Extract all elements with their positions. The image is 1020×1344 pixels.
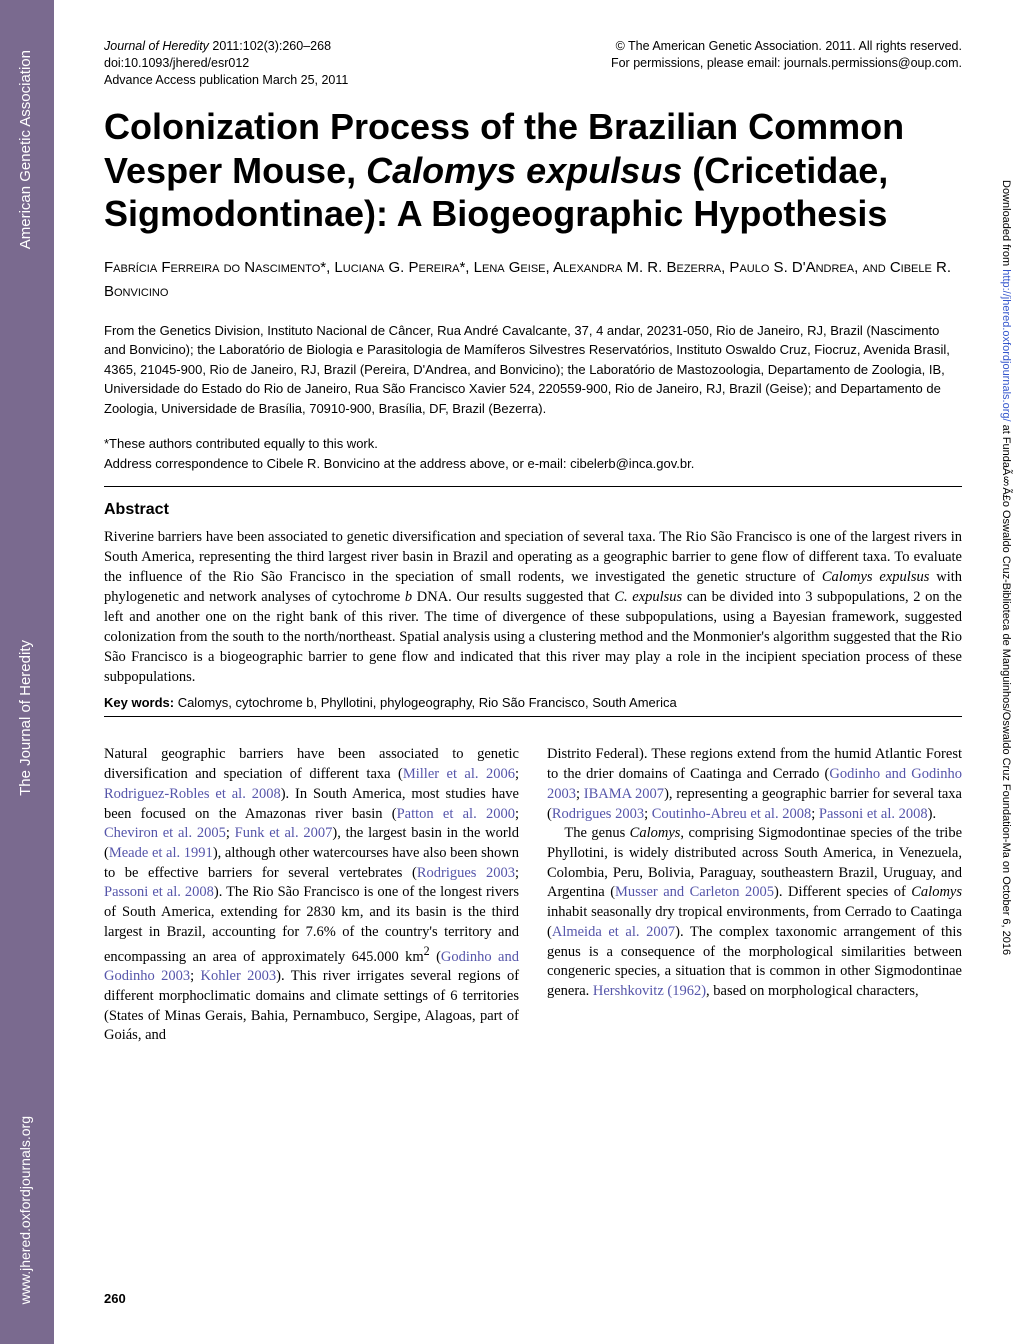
abstract-seg-italic: C. expulsus	[614, 589, 682, 605]
body-text: ;	[515, 766, 519, 782]
citation-link[interactable]: Rodrigues 2003	[417, 865, 515, 881]
title-species: Calomys expulsus	[366, 150, 682, 191]
sidebar-association: American Genetic Association	[17, 50, 34, 249]
body-text-italic: Calomys	[911, 884, 962, 900]
advance-access: Advance Access publication March 25, 201…	[104, 73, 348, 87]
body-text: ;	[576, 786, 584, 802]
citation-link[interactable]: Almeida et al. 2007	[552, 924, 675, 940]
body-text: (	[430, 948, 441, 964]
citation-link[interactable]: Cheviron et al. 2005	[104, 825, 226, 841]
correspondence: Address correspondence to Cibele R. Bonv…	[104, 456, 694, 471]
body-text: ;	[226, 825, 235, 841]
keywords-text: Calomys, cytochrome b, Phyllotini, phylo…	[174, 695, 677, 710]
doi: doi:10.1093/jhered/esr012	[104, 56, 249, 70]
citation-link[interactable]: Funk et al. 2007	[235, 825, 333, 841]
body-columns: Natural geographic barriers have been as…	[104, 745, 962, 1046]
sidebar-journal-name: The Journal of Heredity	[17, 640, 34, 796]
download-text1: Downloaded from	[1000, 180, 1012, 269]
header-left: Journal of Heredity 2011:102(3):260–268 …	[104, 38, 348, 89]
abstract-seg-italic: b	[405, 589, 412, 605]
body-paragraph: Distrito Federal). These regions extend …	[547, 745, 962, 824]
body-text: ;	[515, 806, 519, 822]
journal-issue: 2011:102(3):260–268	[209, 39, 331, 53]
citation-link[interactable]: Passoni et al. 2008	[104, 884, 214, 900]
citation-link[interactable]: Hershkovitz (1962)	[593, 983, 706, 999]
header-right: © The American Genetic Association. 2011…	[611, 38, 962, 89]
citation-link[interactable]: Miller et al. 2006	[403, 766, 515, 782]
page-header: Journal of Heredity 2011:102(3):260–268 …	[104, 38, 962, 89]
article-title: Colonization Process of the Brazilian Co…	[104, 105, 962, 237]
citation-link[interactable]: IBAMA 2007	[584, 786, 664, 802]
divider-bottom	[104, 716, 962, 717]
body-column-right: Distrito Federal). These regions extend …	[547, 745, 962, 1046]
citation-link[interactable]: Coutinho-Abreu et al. 2008	[652, 806, 811, 822]
body-text: ). Different species of	[774, 884, 911, 900]
copyright: © The American Genetic Association. 2011…	[616, 39, 962, 53]
sidebar-url: www.jhered.oxfordjournals.org	[17, 1116, 33, 1304]
citation-link[interactable]: Patton et al. 2000	[397, 806, 515, 822]
authors-list: Fabrícia Ferreira do Nascimento*, Lucian…	[104, 256, 962, 303]
equal-contribution: *These authors contributed equally to th…	[104, 436, 378, 451]
citation-link[interactable]: Kohler 2003	[201, 968, 277, 984]
body-text: ).	[928, 806, 936, 822]
body-text: ;	[190, 968, 200, 984]
keywords: Key words: Calomys, cytochrome b, Phyllo…	[104, 695, 962, 710]
body-text-italic: Calomys	[630, 825, 681, 841]
page-content: Journal of Heredity 2011:102(3):260–268 …	[54, 0, 1020, 1344]
body-text: ;	[515, 865, 519, 881]
divider-top	[104, 486, 962, 487]
body-text: ;	[811, 806, 819, 822]
body-text: ;	[644, 806, 652, 822]
body-column-left: Natural geographic barriers have been as…	[104, 745, 519, 1046]
affiliations: From the Genetics Division, Instituto Na…	[104, 321, 962, 419]
journal-sidebar: American Genetic Association The Journal…	[0, 0, 54, 1344]
download-text2: at FundaÃ§Ã£o Oswaldo Cruz-Biblioteca de…	[1000, 422, 1012, 956]
body-paragraph: The genus Calomys, comprising Sigmodonti…	[547, 824, 962, 1001]
body-paragraph: Natural geographic barriers have been as…	[104, 745, 519, 1046]
abstract-text: Riverine barriers have been associated t…	[104, 527, 962, 687]
citation-link[interactable]: Passoni et al. 2008	[819, 806, 928, 822]
body-text: , based on morphological characters,	[706, 983, 919, 999]
abstract-seg: DNA. Our results suggested that	[412, 589, 614, 605]
citation-link[interactable]: Musser and Carleton 2005	[615, 884, 774, 900]
permissions: For permissions, please email: journals.…	[611, 56, 962, 70]
citation-link[interactable]: Rodrigues 2003	[552, 806, 644, 822]
page-number: 260	[104, 1291, 126, 1306]
download-attribution: Downloaded from http://jhered.oxfordjour…	[1000, 180, 1012, 955]
keywords-label: Key words:	[104, 695, 174, 710]
journal-name-italic: Journal of Heredity	[104, 39, 209, 53]
correspondence-block: *These authors contributed equally to th…	[104, 434, 962, 473]
body-text: The genus	[564, 825, 629, 841]
abstract-seg-italic: Calomys expulsus	[822, 569, 930, 585]
abstract-heading: Abstract	[104, 501, 962, 519]
citation-link[interactable]: Meade et al. 1991	[109, 845, 213, 861]
download-link[interactable]: http://jhered.oxfordjournals.org/	[1000, 269, 1012, 421]
citation-link[interactable]: Rodriguez-Robles et al. 2008	[104, 786, 281, 802]
